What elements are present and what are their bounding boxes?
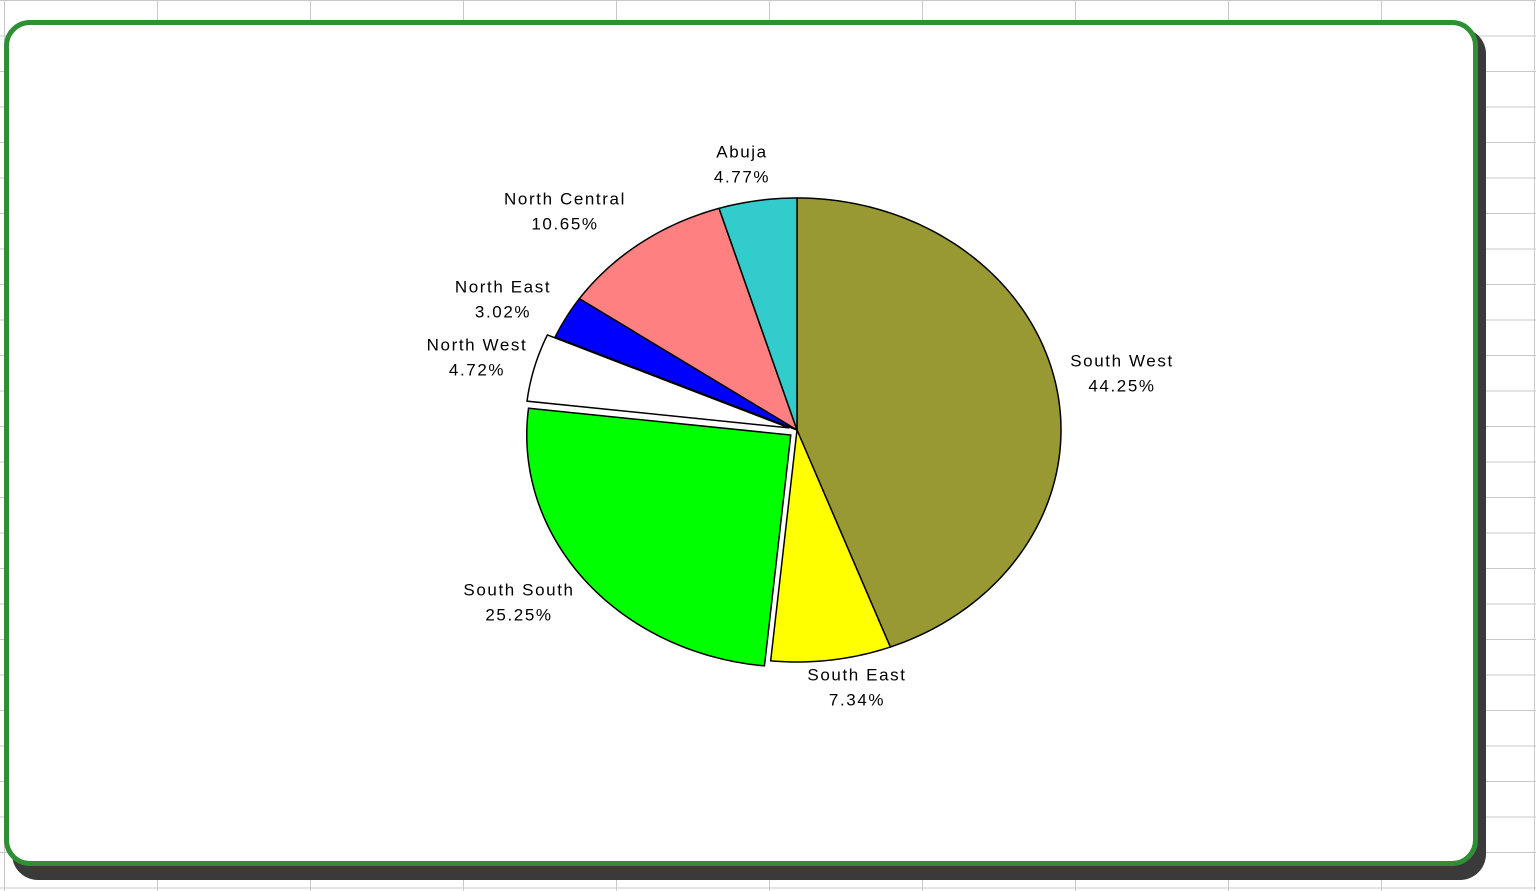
pie-slice-north-central[interactable] bbox=[578, 207, 799, 432]
data-label-percent-south-west: 44.25% bbox=[1088, 376, 1155, 395]
data-label-percent-north-central: 10.65% bbox=[531, 214, 598, 233]
data-label-name-south-west: South West bbox=[1070, 351, 1174, 370]
pie-slice-north-west[interactable] bbox=[526, 334, 790, 429]
data-label-percent-north-east: 3.02% bbox=[475, 302, 531, 321]
pie-slice-abuja[interactable] bbox=[718, 197, 798, 431]
data-label-name-north-central: North Central bbox=[504, 189, 626, 208]
pie-slice-south-south[interactable] bbox=[526, 407, 792, 667]
pie-slice-south-west[interactable] bbox=[796, 197, 1062, 648]
pie-data-labels: South West 44.25% South East 7.34% South Sou… bbox=[427, 142, 1174, 709]
data-label-percent-abuja: 4.77% bbox=[714, 167, 770, 186]
data-label-name-south-east: South East bbox=[807, 665, 906, 684]
pie-slices bbox=[526, 197, 1062, 667]
data-label-percent-south-east: 7.34% bbox=[829, 690, 885, 709]
data-label-percent-south-south: 25.25% bbox=[485, 605, 552, 624]
data-label-name-abuja: Abuja bbox=[716, 142, 767, 161]
data-label-name-north-east: North East bbox=[455, 277, 551, 296]
pie-slice-south-east[interactable] bbox=[769, 427, 892, 663]
data-label-percent-north-west: 4.72% bbox=[449, 360, 505, 379]
data-label-name-south-south: South South bbox=[463, 580, 574, 599]
chart-area[interactable] bbox=[4, 20, 1478, 866]
pie-slice-north-east[interactable] bbox=[554, 297, 798, 431]
data-label-name-north-west: North West bbox=[427, 335, 528, 354]
